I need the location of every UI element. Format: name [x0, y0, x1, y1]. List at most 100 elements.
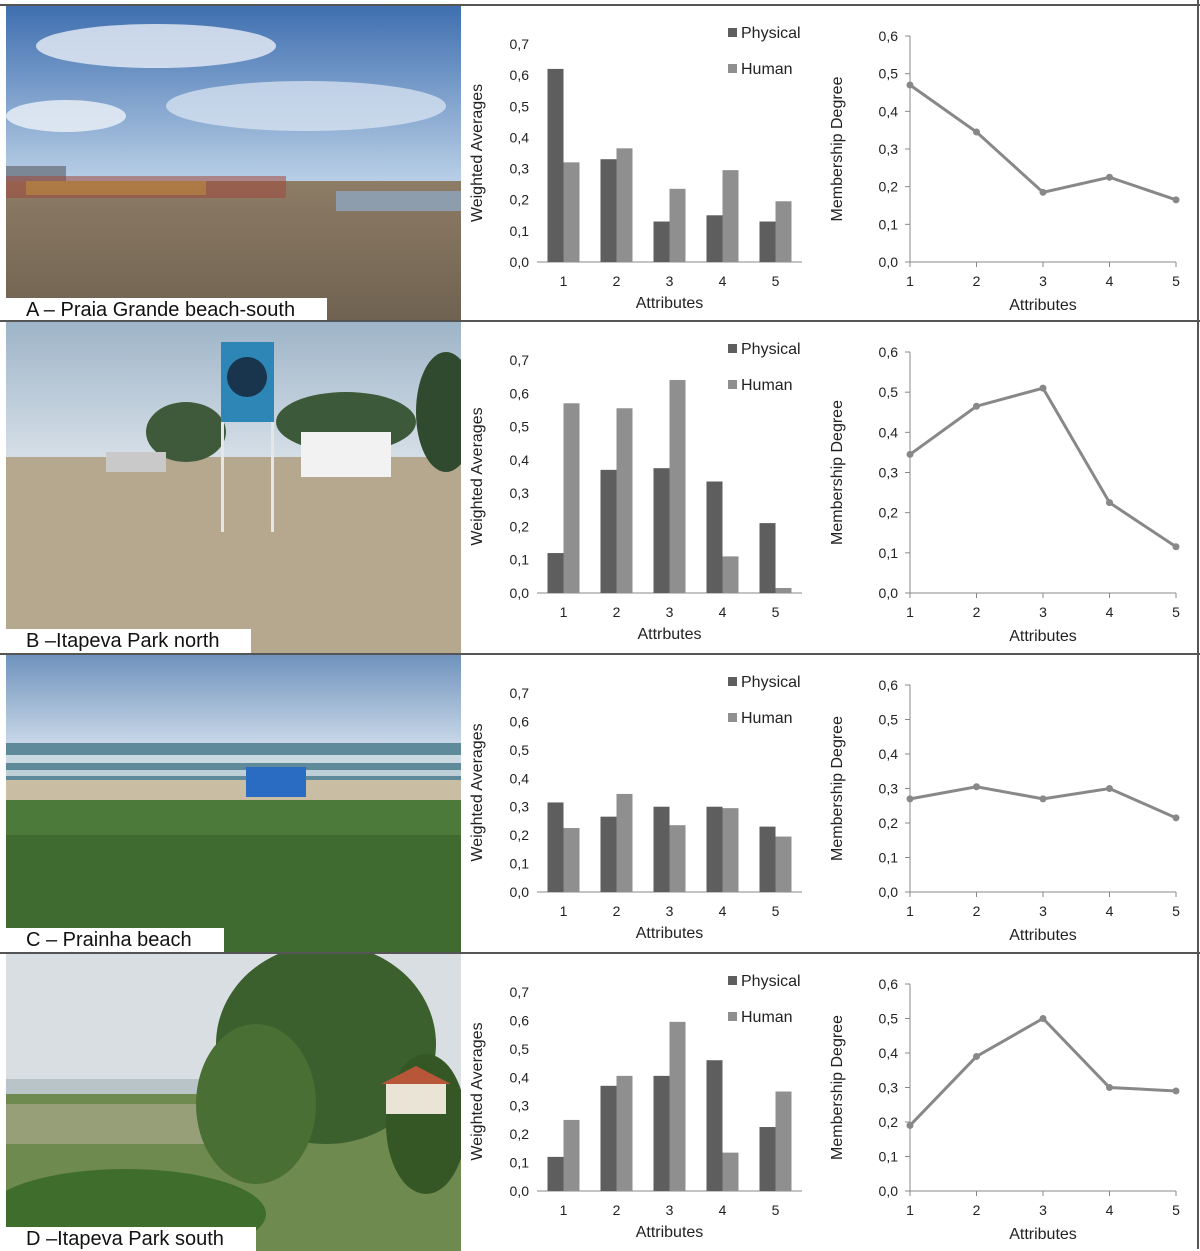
data-point-4 — [1106, 499, 1113, 507]
bar-human-3 — [669, 825, 686, 892]
x-tick-label: 5 — [1172, 903, 1180, 919]
y-tick-label: 0,1 — [879, 850, 899, 866]
y-tick-label: 0,5 — [879, 1011, 899, 1027]
y-tick-label: 0,4 — [510, 1069, 530, 1085]
y-tick-label: 0,4 — [879, 1045, 899, 1061]
bar-human-2 — [616, 793, 633, 892]
y-tick-label: 0,6 — [879, 28, 899, 44]
bar-physical-5 — [759, 221, 776, 262]
y-tick-label: 0,0 — [879, 254, 899, 270]
x-tick-label: 5 — [772, 1202, 780, 1218]
x-tick-label: 3 — [666, 604, 674, 620]
x-tick-label: 3 — [666, 903, 674, 919]
data-point-5 — [1172, 543, 1180, 551]
y-tick-label: 0,3 — [879, 465, 899, 481]
x-tick-label: 3 — [1039, 903, 1047, 919]
line-chart-a: 0,0 0,1 0,2 0,3 0,4 0,5 0,6 1 2 3 4 5 Attributes Memb… — [820, 6, 1196, 322]
data-point-1 — [906, 795, 914, 803]
x-axis-label: Attributes — [1009, 927, 1077, 944]
x-tick-label: 1 — [906, 1202, 914, 1218]
x-tick-label: 4 — [719, 903, 727, 919]
y-tick-label: 0,0 — [510, 1183, 530, 1199]
data-point-2 — [973, 1052, 980, 1060]
y-tick-label: 0,4 — [879, 424, 899, 440]
bar-chart-d: 0,0 0,1 0,2 0,3 0,4 0,5 0,6 0,7 1 2 3 4 5 Attributes W… — [462, 954, 820, 1251]
panel-d: D –Itapeva Park south 0,0 0,1 0,2 0,3 0,4 0,5… — [0, 952, 1200, 1251]
y-tick-label: 0,2 — [879, 179, 899, 195]
bar-human-3 — [669, 379, 686, 593]
y-tick-label: 0,5 — [879, 66, 899, 82]
y-tick-label: 0,4 — [879, 103, 899, 119]
beach-photo-illustration — [6, 6, 461, 322]
bar-physical-1 — [547, 553, 564, 593]
bar-physical-2 — [600, 816, 617, 892]
x-tick-label: 5 — [1172, 604, 1180, 620]
bar-physical-1 — [547, 1156, 564, 1191]
x-tick-label: 5 — [1172, 273, 1180, 289]
legend-swatch-physical — [728, 677, 737, 686]
membership-line — [909, 83, 1177, 202]
bar-physical-2 — [600, 159, 617, 262]
x-tick-label: 2 — [613, 903, 621, 919]
bar-physical-3 — [653, 468, 670, 593]
panel-c: C – Prainha beach 0,0 0,1 0,2 0,3 0,4 0,5 0,6 0… — [0, 653, 1200, 952]
y-axis-label: Membership Degree — [829, 400, 846, 545]
x-tick-label: 1 — [560, 903, 568, 919]
bar-physical-3 — [653, 221, 670, 262]
x-tick-label: 3 — [1039, 273, 1047, 289]
y-axis-label: Weighted Averages — [469, 407, 486, 545]
data-point-5 — [1172, 196, 1180, 204]
x-axis-label: Attributes — [1009, 1226, 1077, 1243]
bar-human-1 — [563, 162, 580, 262]
y-tick-label: 0,5 — [879, 712, 899, 728]
y-tick-label: 0,0 — [510, 585, 530, 601]
x-tick-label: 4 — [719, 1202, 727, 1218]
x-tick-label: 3 — [1039, 604, 1047, 620]
bar-human-1 — [563, 1119, 580, 1191]
photo-c-beach: C – Prainha beach — [6, 655, 461, 952]
panel-b: B –Itapeva Park north 0,0 0,1 0,2 0,3 0,4 0,5… — [0, 320, 1200, 653]
membership-line — [908, 1016, 1177, 1127]
bar-human-2 — [616, 408, 633, 593]
x-tick-label: 1 — [560, 273, 568, 289]
x-tick-label: 2 — [613, 273, 621, 289]
y-tick-label: 0,0 — [879, 585, 899, 601]
legend-swatch-human — [728, 1012, 737, 1021]
data-point-4 — [1106, 785, 1113, 792]
x-tick-label: 5 — [1172, 1202, 1180, 1218]
bar-human-3 — [669, 1021, 686, 1191]
y-tick-label: 0,6 — [510, 1012, 530, 1028]
data-point-5 — [1172, 814, 1180, 822]
y-axis-label: Membership Degree — [829, 76, 846, 221]
data-point-2 — [973, 128, 980, 136]
bar-human-5 — [775, 201, 792, 262]
data-point-2 — [973, 783, 980, 791]
data-point-5 — [1172, 1087, 1180, 1095]
y-tick-label: 0,2 — [879, 1114, 899, 1130]
y-tick-label: 0,6 — [510, 713, 530, 729]
y-tick-label: 0,5 — [510, 742, 530, 758]
y-tick-label: 0,0 — [879, 884, 899, 900]
data-point-4 — [1106, 173, 1113, 181]
bar-physical-4 — [706, 215, 723, 262]
x-tick-label: 4 — [719, 604, 727, 620]
y-tick-label: 0,5 — [510, 98, 530, 114]
bar-human-2 — [616, 148, 633, 262]
x-axis-label: Attrbutes — [637, 626, 701, 643]
legend-label-physical: Physical — [741, 674, 801, 691]
y-tick-label: 0,1 — [510, 1155, 530, 1171]
y-tick-label: 0,0 — [879, 1183, 899, 1199]
legend-label-human: Human — [741, 61, 793, 78]
x-tick-label: 2 — [973, 273, 981, 289]
data-point-3 — [1039, 384, 1047, 392]
line-chart-d: 0,0 0,1 0,2 0,3 0,4 0,5 0,6 1 2 3 4 5 Attributes Memb… — [820, 954, 1196, 1251]
y-tick-label: 0,1 — [510, 552, 530, 568]
bar-physical-1 — [547, 68, 564, 262]
y-axis-label: Membership Degree — [829, 1015, 846, 1160]
y-tick-label: 0,6 — [879, 976, 899, 992]
photo-caption-c: C – Prainha beach — [6, 928, 224, 952]
frame-right-border — [1197, 0, 1199, 1249]
y-tick-label: 0,0 — [510, 884, 530, 900]
prainha-photo-illustration — [6, 655, 461, 952]
y-axis-label: Weighted Averages — [469, 1022, 486, 1160]
